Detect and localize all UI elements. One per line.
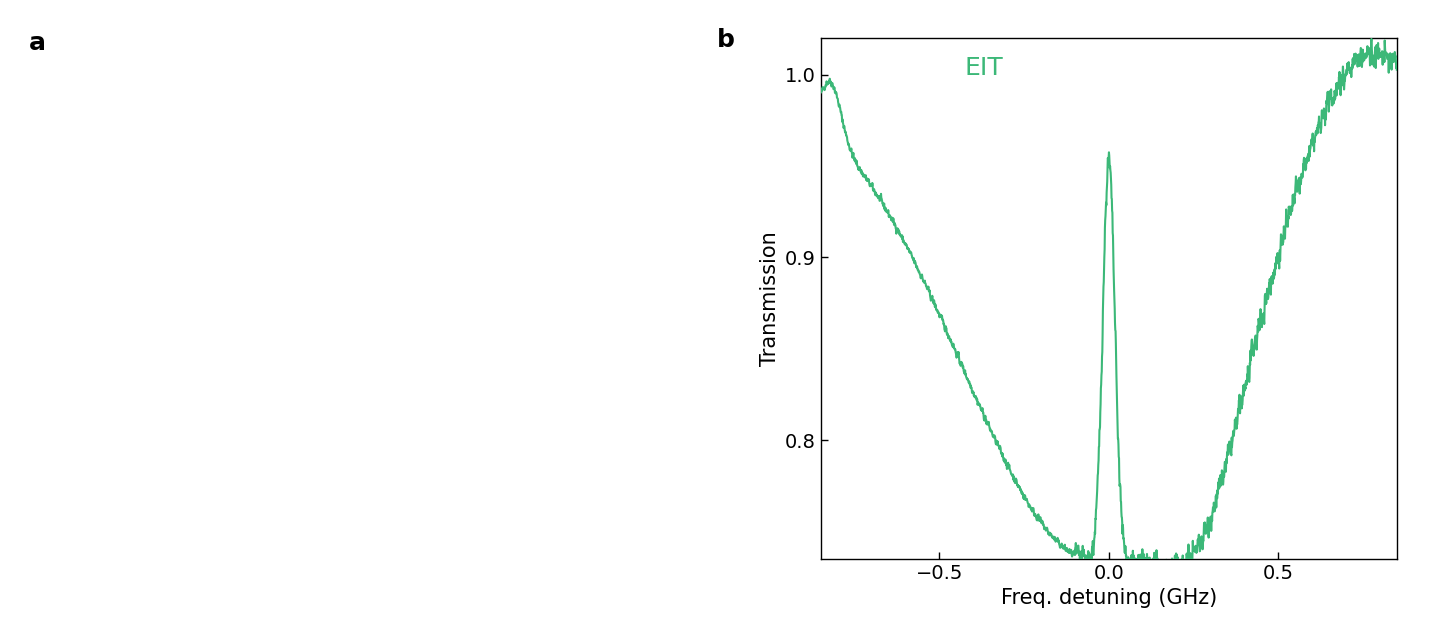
X-axis label: Freq. detuning (GHz): Freq. detuning (GHz): [1001, 588, 1217, 608]
Text: b: b: [717, 28, 734, 51]
Text: EIT: EIT: [965, 57, 1004, 80]
Text: a: a: [29, 31, 46, 55]
Y-axis label: Transmission: Transmission: [759, 231, 779, 366]
